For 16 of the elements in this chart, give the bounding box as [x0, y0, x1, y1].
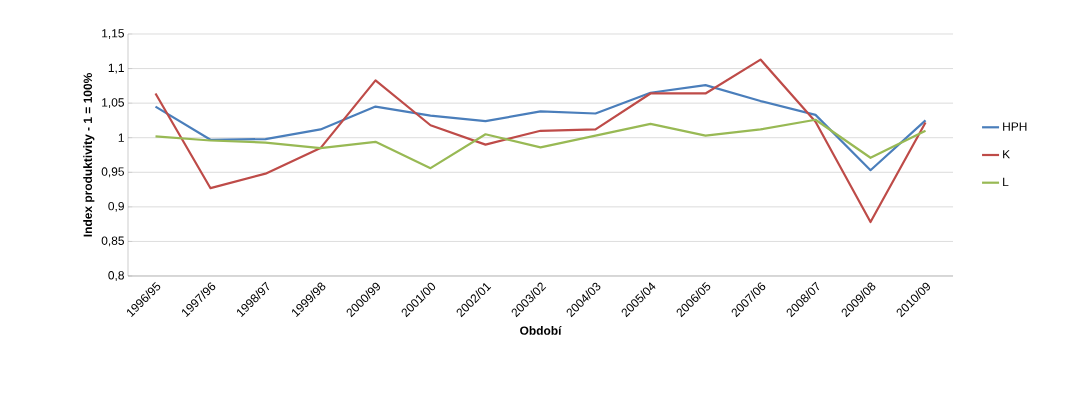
legend-label: K	[1003, 150, 1010, 159]
line-series	[154, 118, 927, 170]
line-series	[154, 58, 927, 224]
y-tick-label: 1,05	[102, 98, 124, 109]
legend-label: L	[1003, 177, 1009, 187]
x-axis-title: Období	[520, 325, 562, 335]
legend-label: HPH	[1003, 122, 1027, 131]
y-axis-title: Index produktivity - 1 = 100%	[83, 73, 95, 237]
y-tick-label: 1,15	[102, 29, 124, 39]
y-tick-label: 1,1	[108, 63, 124, 74]
y-tick-label: 0,9	[108, 201, 124, 212]
y-tick-label: 0,85	[101, 236, 124, 247]
y-tick-label: 1	[118, 133, 124, 142]
line-series	[154, 84, 927, 172]
y-tick-label: 0,8	[108, 271, 124, 281]
y-tick-label: 0,95	[101, 167, 124, 178]
